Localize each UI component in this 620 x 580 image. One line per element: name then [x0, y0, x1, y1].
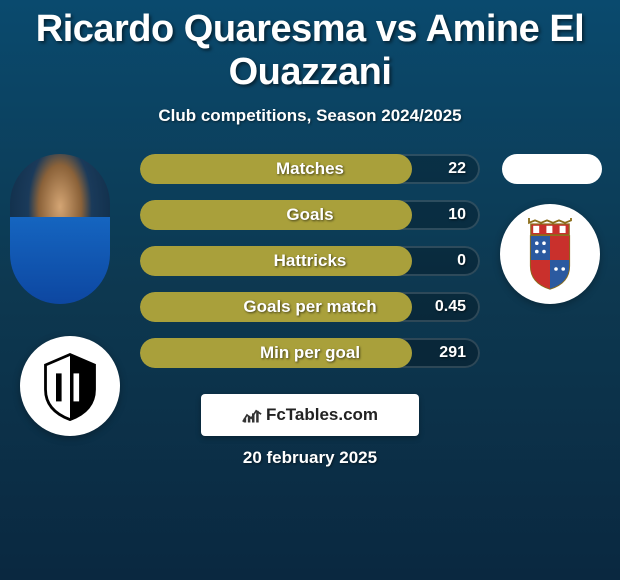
- stat-bar-value: 0: [457, 246, 466, 276]
- stat-bar-value: 22: [448, 154, 466, 184]
- comparison-title: Ricardo Quaresma vs Amine El Ouazzani: [0, 0, 620, 94]
- player-left-club-badge: [20, 336, 120, 436]
- player-right-avatar: [502, 154, 602, 184]
- stat-bars: Matches22 Goals10 Hattricks0 Goals per matc…: [140, 154, 480, 384]
- stat-bar-value: 0.45: [435, 292, 466, 322]
- comparison-subtitle: Club competitions, Season 2024/2025: [0, 106, 620, 126]
- attribution-badge: FcTables.com: [201, 394, 419, 436]
- club-badge-right-icon: [519, 218, 581, 290]
- fctables-logo-icon: [242, 406, 262, 424]
- attribution-text: FcTables.com: [266, 405, 378, 425]
- stat-bar-value: 291: [439, 338, 466, 368]
- stat-bar: Goals per match0.45: [140, 292, 480, 322]
- player-right-club-badge: [500, 204, 600, 304]
- stat-bar: Min per goal291: [140, 338, 480, 368]
- stat-bar-label: Min per goal: [140, 338, 480, 368]
- comparison-date: 20 february 2025: [0, 448, 620, 468]
- stat-bar-label: Hattricks: [140, 246, 480, 276]
- stat-bar: Goals10: [140, 200, 480, 230]
- stat-bar: Hattricks0: [140, 246, 480, 276]
- stat-bar-label: Goals: [140, 200, 480, 230]
- stat-bar-value: 10: [448, 200, 466, 230]
- stat-bar: Matches22: [140, 154, 480, 184]
- player-left-avatar: [10, 154, 110, 304]
- club-badge-left-icon: [35, 351, 105, 421]
- stat-bar-label: Matches: [140, 154, 480, 184]
- stat-bar-label: Goals per match: [140, 292, 480, 322]
